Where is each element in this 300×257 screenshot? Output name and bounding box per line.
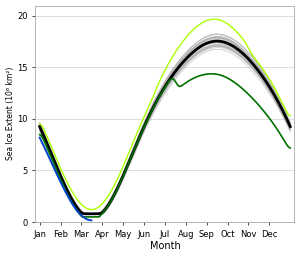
X-axis label: Month: Month bbox=[150, 241, 180, 251]
Y-axis label: Sea Ice Extent (10⁶ km²): Sea Ice Extent (10⁶ km²) bbox=[6, 67, 15, 160]
